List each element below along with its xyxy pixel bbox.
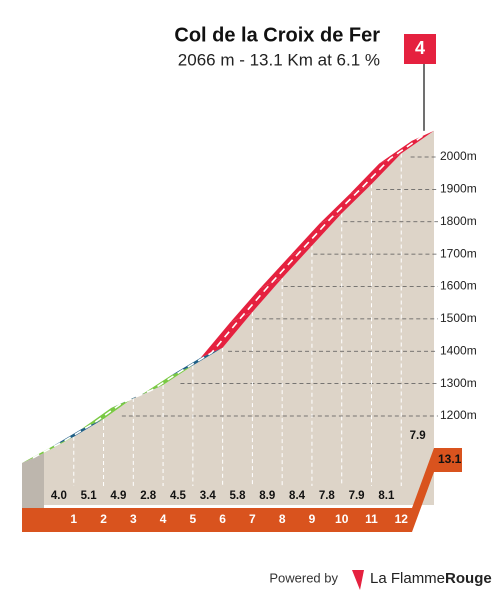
gradient-label: 4.5 [170, 490, 187, 502]
y-tick-label: 1600m [440, 279, 477, 293]
brand-light: La Flamme [370, 570, 445, 587]
x-tick-label: 6 [219, 512, 226, 526]
y-tick-label: 1200m [440, 408, 477, 422]
brand: La FlammeRouge [370, 570, 492, 587]
y-tick-label: 1800m [440, 214, 477, 228]
y-tick-label: 2000m [440, 149, 477, 163]
y-tick-label: 1900m [440, 182, 477, 196]
gradient-label: 8.1 [378, 490, 395, 502]
profile-segment [260, 245, 312, 289]
x-tick-label: 3 [130, 512, 137, 526]
y-tick-label: 1500m [440, 311, 477, 325]
chart-subtitle: 2066 m - 13.1 Km at 6.1 % [178, 50, 380, 69]
gradient-label: 3.4 [200, 490, 217, 502]
plot: 1200m 1300m 1400m 1500m 1600m 1700m 1800m 1900m… [22, 34, 477, 532]
gradient-label: 2.8 [140, 490, 157, 502]
profile-segment [141, 365, 193, 395]
gradient-label: 7.8 [319, 490, 336, 502]
gradient-label: 4.9 [110, 490, 126, 502]
x-tick-label: 2 [100, 512, 107, 526]
x-tick-label: 1 [70, 512, 77, 526]
category-label: 4 [415, 38, 425, 58]
y-tick-label: 1300m [440, 376, 477, 390]
gradient-label: 8.4 [289, 490, 306, 502]
base-front [22, 508, 412, 532]
x-tick-label: 8 [279, 512, 286, 526]
gradient-label: 4.0 [51, 490, 67, 502]
x-tick-label: 7 [249, 512, 256, 526]
gradient-label: 7.9 [349, 490, 365, 502]
total-distance: 13.1 [438, 452, 462, 466]
x-tick-label: 12 [395, 512, 409, 526]
brand-bold: Rouge [445, 570, 492, 587]
y-tick-label: 1700m [440, 246, 477, 260]
x-tick-label: 5 [190, 512, 197, 526]
base-side [412, 448, 462, 532]
gradient-label: 5.8 [230, 490, 247, 502]
x-tick-label: 10 [335, 512, 349, 526]
powered-by: Powered by [269, 570, 338, 585]
gradient-label: 5.1 [81, 490, 98, 502]
x-tick-label: 9 [309, 512, 316, 526]
profile-area [44, 130, 434, 505]
gradient-label: 7.9 [410, 430, 426, 442]
profile-segment [379, 130, 434, 164]
flag [404, 34, 436, 64]
x-tick-label: 4 [160, 512, 167, 526]
y-tick-label: 1400m [440, 343, 477, 357]
logo [352, 570, 364, 590]
chart-title: Col de la Croix de Fer [174, 24, 380, 46]
x-tick-label: 11 [365, 512, 378, 526]
gradient-label: 8.9 [259, 490, 275, 502]
profile-line [32, 135, 424, 459]
